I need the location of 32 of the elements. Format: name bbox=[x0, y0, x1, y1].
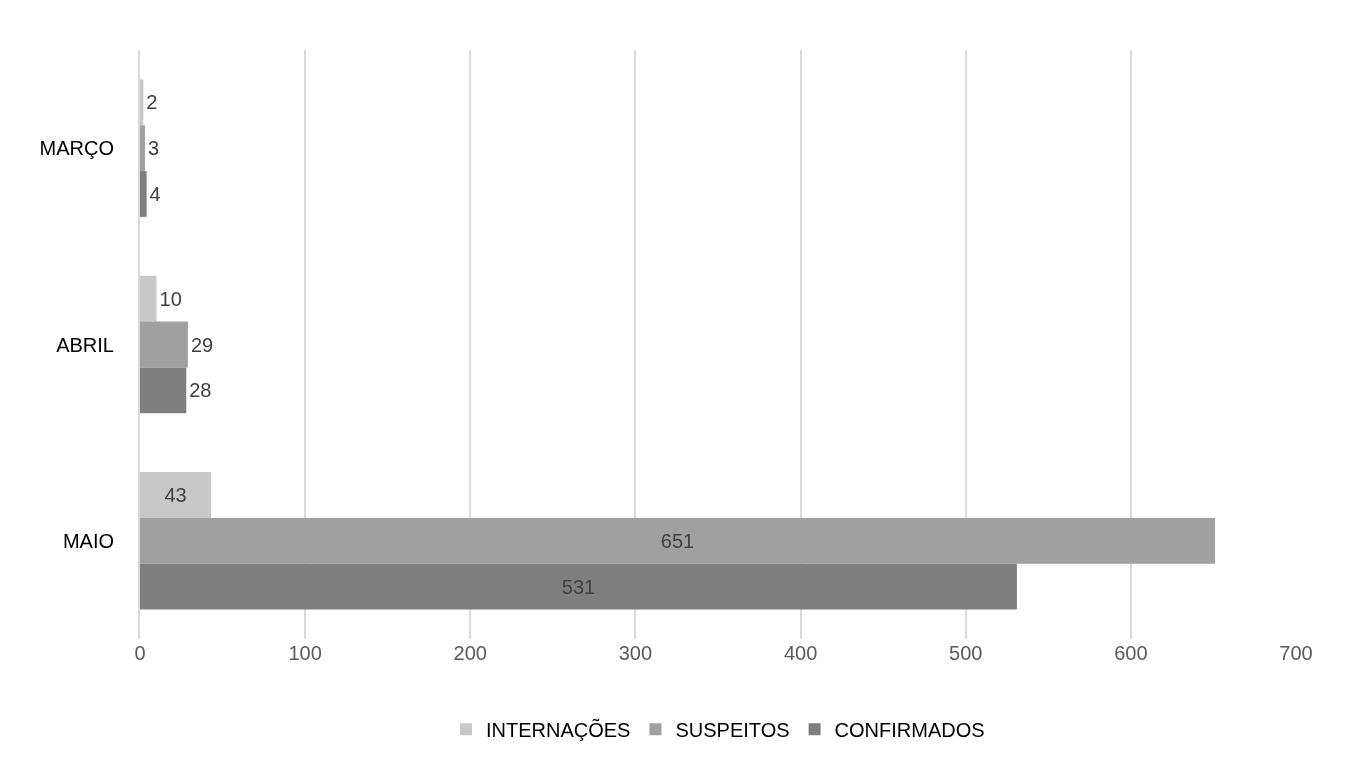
legend-label: CONFIRMADOS bbox=[834, 718, 985, 741]
x-tick-label: 600 bbox=[1114, 642, 1148, 664]
data-label: 2 bbox=[146, 91, 158, 114]
x-tick-label: 400 bbox=[783, 642, 818, 664]
bar bbox=[140, 275, 157, 322]
data-label: 10 bbox=[159, 287, 182, 310]
data-label: 3 bbox=[147, 137, 160, 160]
data-label: 4 bbox=[149, 182, 161, 205]
bar bbox=[140, 171, 147, 217]
y-tick-label: ABRIL bbox=[56, 333, 114, 356]
bar bbox=[140, 79, 144, 126]
x-tick-label: 500 bbox=[949, 642, 983, 664]
x-tick-label: 100 bbox=[288, 642, 322, 664]
bar bbox=[140, 472, 212, 518]
bar bbox=[140, 367, 187, 414]
bar bbox=[140, 125, 145, 172]
data-label: 531 bbox=[561, 575, 596, 598]
data-label: 43 bbox=[164, 484, 187, 507]
data-label: 29 bbox=[190, 333, 214, 356]
legend-label: INTERNAÇÕES bbox=[486, 717, 631, 741]
x-tick-label: 300 bbox=[618, 642, 653, 664]
bar bbox=[140, 321, 188, 368]
x-tick-label: 700 bbox=[1279, 642, 1313, 664]
legend-label: SUSPEITOS bbox=[675, 718, 790, 741]
x-tick-label: 0 bbox=[134, 642, 146, 664]
y-tick-label: MARÇO bbox=[39, 137, 114, 160]
data-label: 651 bbox=[660, 529, 695, 552]
y-tick-label: MAIO bbox=[62, 529, 114, 552]
bar bbox=[140, 563, 1017, 610]
x-tick-label: 200 bbox=[453, 642, 487, 664]
bar bbox=[140, 517, 1216, 564]
data-label: 28 bbox=[189, 379, 212, 402]
